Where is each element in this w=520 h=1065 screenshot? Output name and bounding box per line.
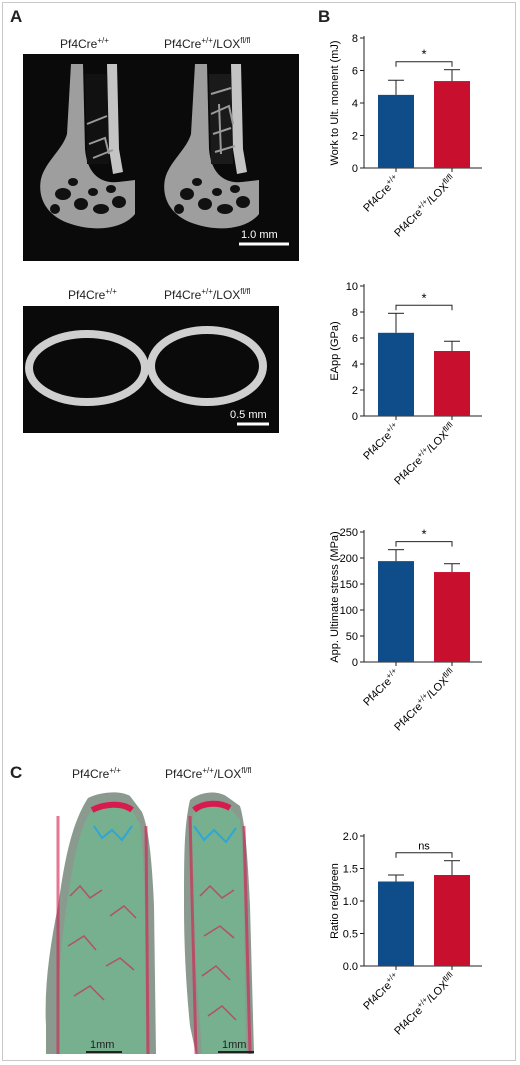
y-axis-label: EApp (GPa) bbox=[329, 321, 341, 380]
significance-bracket bbox=[395, 852, 453, 858]
histology-ko-section bbox=[184, 792, 254, 1055]
y-axis-label: Work to Ult. moment (mJ) bbox=[329, 40, 341, 165]
y-tick-label: 10 bbox=[346, 281, 358, 293]
femur-label-ko: Pf4Cre+/+/LOXfl/fl bbox=[164, 36, 251, 51]
cross-scalebar-label: 0.5 mm bbox=[230, 409, 267, 421]
y-tick-label: 100 bbox=[340, 605, 358, 617]
chart-eapp: EApp (GPa) 0 2 4 6 8 10 * Pf4Cre+/+Pf4Cre+/+/LOX… bbox=[329, 281, 482, 488]
panel-letter-b: B bbox=[318, 7, 331, 26]
y-tick-label: 4 bbox=[352, 98, 358, 110]
histology-image: 1mm 1mm bbox=[45, 792, 254, 1055]
bar-ctrl bbox=[378, 94, 414, 168]
significance-bracket bbox=[395, 61, 453, 67]
y-tick-label: 200 bbox=[340, 553, 358, 565]
x-tick-label-ko: Pf4Cre+/+/LOXfl/fl bbox=[390, 666, 458, 734]
histo-scalebar-left-label: 1mm bbox=[90, 1039, 114, 1051]
y-tick-label: 0 bbox=[352, 163, 358, 175]
y-tick-label: 250 bbox=[340, 527, 358, 539]
cross-label-ko: Pf4Cre+/+/LOXfl/fl bbox=[164, 287, 251, 302]
y-tick-label: 8 bbox=[352, 307, 358, 319]
x-tick-label-ko: Pf4Cre+/+/LOXfl/fl bbox=[390, 420, 458, 488]
y-tick-label: 150 bbox=[340, 579, 358, 591]
significance-label: * bbox=[421, 47, 426, 62]
y-tick-label: 6 bbox=[352, 333, 358, 345]
chart-app-ultimate-stress: App. Ultimate stress (MPa) 0 50 100 150 200 25… bbox=[329, 527, 482, 734]
x-tick-label-ctrl: Pf4Cre+/+ bbox=[359, 420, 402, 463]
bar-ctrl bbox=[378, 332, 414, 416]
histo-label-ko: Pf4Cre+/+/LOXfl/fl bbox=[165, 766, 252, 781]
cross-label-ctrl: Pf4Cre+/+ bbox=[68, 287, 117, 302]
bar-ko bbox=[434, 351, 470, 416]
y-tick-label: 0.0 bbox=[343, 961, 358, 973]
femur-scalebar-label: 1.0 mm bbox=[241, 229, 278, 241]
y-tick-label: 50 bbox=[346, 631, 358, 643]
y-tick-label: 2 bbox=[352, 131, 358, 143]
y-tick-label: 1.5 bbox=[343, 864, 358, 876]
y-tick-label: 0 bbox=[352, 657, 358, 669]
histo-label-ctrl: Pf4Cre+/+ bbox=[72, 766, 121, 781]
significance-label: * bbox=[421, 527, 426, 542]
cross-section-ko-ring bbox=[147, 326, 267, 406]
y-tick-label: 2 bbox=[352, 385, 358, 397]
femur-label-ctrl: Pf4Cre+/+ bbox=[60, 36, 109, 51]
y-tick-label: 0.5 bbox=[343, 929, 358, 941]
x-tick-label-ctrl: Pf4Cre+/+ bbox=[359, 172, 402, 215]
histo-scalebar-right-label: 1mm bbox=[222, 1039, 246, 1051]
bar-ko bbox=[434, 572, 470, 662]
femur-ctrl-shape bbox=[40, 64, 135, 229]
bar-ctrl bbox=[378, 881, 414, 966]
x-tick-label-ctrl: Pf4Cre+/+ bbox=[359, 666, 402, 709]
panel-letter-c: C bbox=[10, 763, 23, 782]
y-axis-label: App. Ultimate stress (MPa) bbox=[329, 531, 341, 662]
bar-ctrl bbox=[378, 561, 414, 662]
significance-bracket bbox=[395, 541, 453, 547]
significance-label: * bbox=[421, 290, 426, 305]
y-tick-label: 8 bbox=[352, 33, 358, 45]
bar-ko bbox=[434, 81, 470, 168]
femur-microct-image: 1.0 mm bbox=[23, 54, 299, 261]
y-tick-label: 0 bbox=[352, 411, 358, 423]
y-tick-label: 4 bbox=[352, 359, 358, 371]
panel-letter-a: A bbox=[10, 7, 23, 26]
significance-bracket bbox=[395, 304, 453, 311]
y-tick-label: 1.0 bbox=[343, 896, 358, 908]
chart-ratio-red-green: Ratio red/green 0.0 0.5 1.0 1.5 2.0 ns Pf4Cre+/… bbox=[329, 831, 482, 1038]
bar-ko bbox=[434, 875, 470, 966]
x-tick-label-ko: Pf4Cre+/+/LOXfl/fl bbox=[390, 970, 458, 1038]
cross-section-ctrl-ring bbox=[25, 330, 149, 406]
chart-work-to-ult-moment: Work to Ult. moment (mJ) 0 2 4 6 8 * Pf4Cre+/+P… bbox=[329, 33, 482, 240]
y-tick-label: 6 bbox=[352, 66, 358, 78]
x-tick-label-ctrl: Pf4Cre+/+ bbox=[359, 970, 402, 1013]
x-tick-label-ko: Pf4Cre+/+/LOXfl/fl bbox=[390, 172, 458, 240]
y-tick-label: 2.0 bbox=[343, 831, 358, 843]
cross-section-image: 0.5 mm bbox=[23, 306, 279, 433]
femur-ko-shape bbox=[164, 64, 259, 229]
y-axis-label: Ratio red/green bbox=[329, 863, 341, 939]
histology-ctrl-section bbox=[45, 792, 157, 1055]
significance-label: ns bbox=[418, 841, 430, 853]
